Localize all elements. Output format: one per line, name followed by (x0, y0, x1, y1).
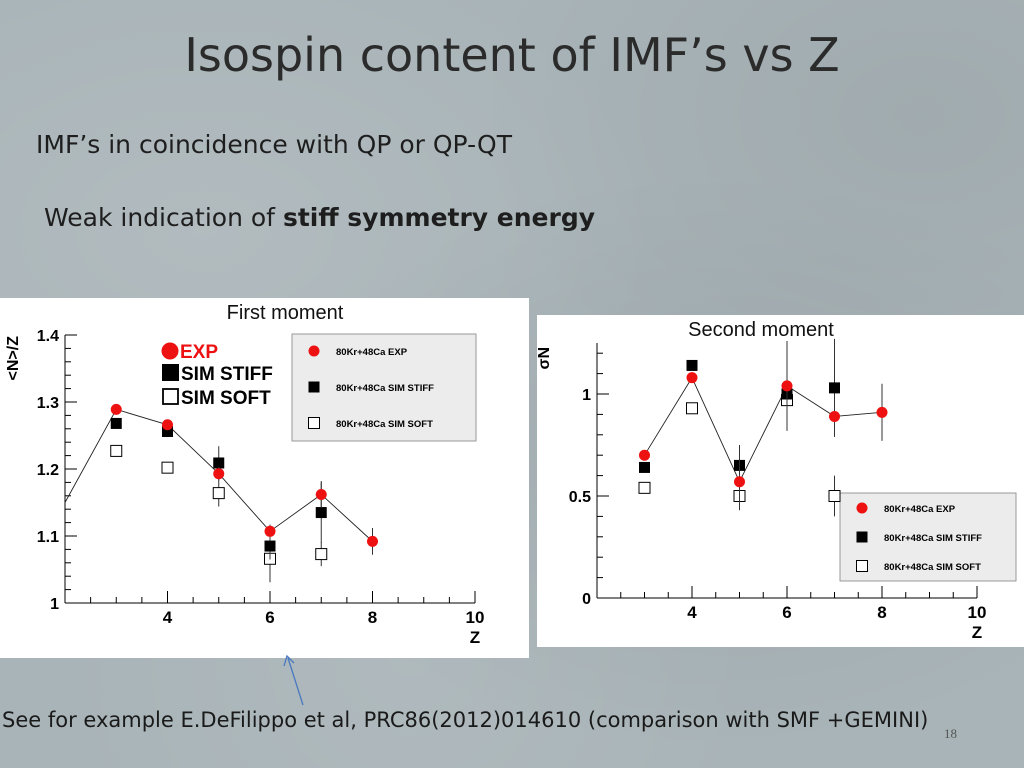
indication-prefix: Weak indication of (44, 203, 283, 232)
soft-point (315, 548, 328, 561)
legend-box (291, 333, 477, 442)
x-tick-label: 6 (265, 608, 274, 627)
legend-entry: 80Kr+48Ca SIM SOFT (884, 562, 981, 573)
y-tick-label: 0.5 (569, 489, 591, 506)
overlay-exp-icon (161, 342, 179, 360)
y-tick-label: 1.4 (37, 328, 59, 345)
stiff-point (162, 425, 173, 437)
subtitle-line: IMF’s in coincidence with QP or QP-QT (36, 130, 512, 159)
exp-point (686, 372, 698, 384)
first-moment-chart: First moment 4 6 8 10 1 1.1 1.2 1.3 1.4 Z <N>/Z 80Kr… (5, 302, 485, 647)
slide-title: Isospin content of IMF’s vs Z (184, 28, 840, 82)
pointer-arrow-icon (283, 654, 304, 706)
soft-point (828, 490, 841, 502)
legend-entry: 80Kr+48Ca SIM STIFF (336, 383, 434, 394)
stiff-point (213, 457, 225, 469)
legend-stiff-marker (308, 381, 320, 393)
stiff-point (829, 382, 840, 394)
exp-point (781, 380, 793, 392)
y-tick-label: 1.3 (37, 395, 59, 412)
soft-point (161, 461, 174, 474)
y-tick-label: 1.2 (37, 462, 59, 479)
x-axis-label: Z (972, 623, 982, 642)
soft-point (212, 487, 225, 500)
legend-stiff-marker (856, 531, 868, 543)
y-tick-label: 1 (582, 387, 591, 404)
exp-point (315, 488, 327, 500)
y-axis-label: <N>/Z (5, 336, 22, 381)
legend-box (839, 492, 1017, 582)
x-tick-label: 8 (368, 608, 377, 627)
exp-point (162, 419, 173, 431)
exp-point (213, 468, 225, 480)
exp-point (110, 403, 122, 415)
x-tick-label: 4 (163, 608, 173, 627)
legend-soft-marker (308, 417, 320, 429)
stiff-point (264, 540, 276, 552)
overlay-stiff-icon (162, 364, 179, 381)
overlay-soft-label: SIM SOFT (181, 388, 271, 409)
overlay-soft-icon (162, 388, 179, 405)
soft-point (686, 402, 698, 415)
x-tick-label: 10 (968, 603, 987, 622)
exp-point (639, 449, 650, 461)
exp-point (367, 535, 378, 547)
stiff-point (315, 507, 327, 519)
first-moment-panel: First moment 4 6 8 10 1 1.1 1.2 1.3 1.4 Z <N>/Z 80Kr… (0, 298, 529, 658)
indication-bold: stiff symmetry energy (282, 203, 596, 232)
stiff-point (686, 359, 698, 371)
y-tick-label: 1.1 (37, 529, 59, 546)
overlay-stiff-label: SIM STIFF (181, 364, 273, 385)
indication-line: Weak indication of stiff symmetry energy (44, 203, 595, 232)
y-tick-label: 1 (50, 596, 59, 613)
second-moment-chart: Second moment 4 6 8 10 0 0.5 1 ZσN 80Kr+48Ca EXP 8… (536, 319, 1017, 642)
page-number: 18 (944, 726, 957, 741)
legend-entry: 80Kr+48Ca EXP (884, 504, 956, 515)
x-tick-label: 6 (782, 603, 791, 622)
exp-point (876, 406, 888, 418)
stiff-point (110, 417, 122, 429)
panel-title: First moment (227, 302, 344, 324)
x-tick-label: 4 (687, 603, 697, 622)
exp-point (264, 525, 276, 537)
x-tick-label: 8 (877, 603, 886, 622)
exp-series-line (644, 376, 883, 483)
legend-exp-marker (308, 345, 320, 357)
reference-footer: See for example E.DeFilippo et al, PRC86… (2, 708, 929, 732)
stiff-point (639, 461, 650, 473)
y-tick-label: 0 (582, 591, 591, 608)
soft-point (110, 444, 123, 457)
exp-point (734, 476, 745, 488)
legend-exp-marker (856, 502, 868, 514)
legend-entry: 80Kr+48Ca SIM SOFT (336, 419, 433, 430)
panel-title: Second moment (688, 319, 834, 341)
overlay-exp-label: EXP (180, 342, 218, 363)
legend-entry: 80Kr+48Ca SIM STIFF (884, 533, 982, 544)
legend-entry: 80Kr+48Ca EXP (336, 347, 408, 358)
x-axis-label: Z (470, 628, 480, 647)
x-tick-label: 10 (466, 608, 485, 627)
legend-soft-marker (856, 560, 868, 572)
y-axis-label: σN (537, 347, 553, 370)
soft-point (638, 481, 651, 494)
exp-point (829, 410, 840, 422)
